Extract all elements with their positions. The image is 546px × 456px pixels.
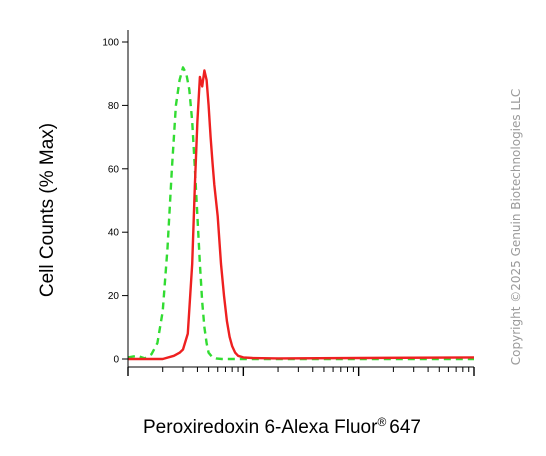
y-tick-label: 0 (113, 355, 119, 366)
x-axis-label-main: Peroxiredoxin 6-Alexa Fluor (143, 417, 378, 438)
x-axis-label-suffix: 647 (389, 417, 421, 438)
y-axis-ticks: 0 20 40 60 80 100 (102, 38, 128, 366)
copyright-watermark: Copyright ©2025 Genuin Biotechnologies L… (509, 89, 523, 365)
series-line-1 (127, 66, 474, 361)
registered-mark: ® (377, 415, 386, 429)
y-tick-label: 100 (102, 38, 119, 49)
series-layer (127, 66, 475, 361)
y-tick-label: 80 (108, 101, 120, 112)
x-axis-label: Peroxiredoxin 6-Alexa Fluor® 647 (143, 415, 421, 438)
y-axis-label: Cell Counts (% Max) (37, 123, 58, 297)
plot-frame (127, 30, 474, 368)
series-line-2 (128, 69, 475, 361)
y-tick-label: 20 (108, 291, 120, 302)
x-axis-ticks (127, 367, 475, 376)
y-tick-label: 40 (108, 228, 120, 239)
y-tick-label: 60 (108, 164, 120, 175)
